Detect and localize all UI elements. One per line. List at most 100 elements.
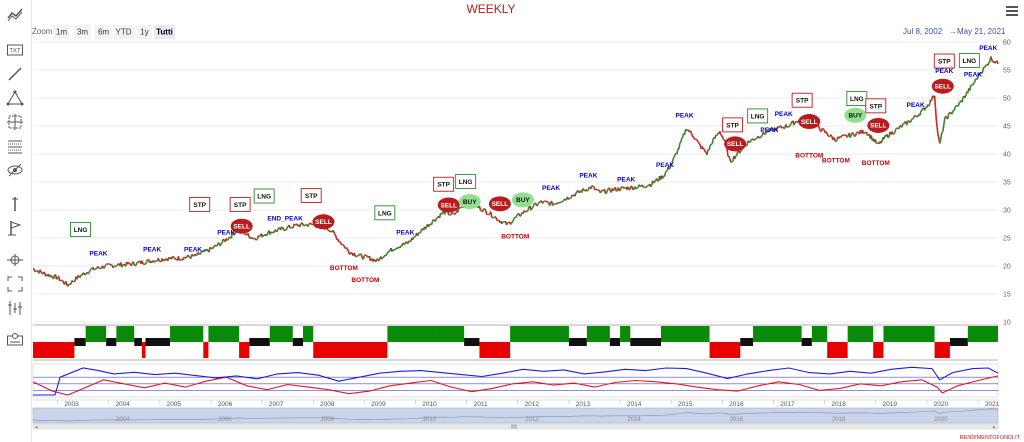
trend-bar-neutral [249,338,270,346]
price-segment [392,248,395,251]
signal-label: STP [437,182,450,189]
triangle-tool-icon[interactable] [5,88,25,108]
text-tool-icon[interactable]: TXT [5,40,25,60]
price-segment [964,94,967,99]
price-segment [854,132,858,137]
signal-label: STP [938,59,951,66]
trend-bar-neutral [801,338,812,346]
credit-label: RENDIMENTOFONDI.IT [960,435,1021,441]
price-segment [345,246,348,250]
signal-label: SELL [801,119,818,126]
price-segment [697,141,701,145]
signal-box-stp [791,92,813,108]
signal-box-stp [229,196,251,212]
price-segment [105,263,108,266]
price-segment [116,263,119,267]
price-segment [33,268,36,272]
scroll-left-arrow[interactable]: ◂ [35,425,38,431]
fullscreen-icon[interactable] [5,274,25,294]
x-tick-label: 2018 [831,401,846,408]
peak-label: PEAK [579,173,597,180]
price-segment [790,121,793,125]
x-tick-label: 2012 [525,401,540,408]
flag-icon[interactable] [5,218,25,238]
signal-sell-marker [230,218,253,234]
price-segment [948,112,951,115]
menu-icon[interactable] [5,4,25,24]
price-segment [347,250,350,254]
range-to[interactable]: May 21, 2021 [957,27,1006,36]
zoom-6m-button[interactable] [95,25,112,39]
price-segment [601,189,603,192]
price-segment [220,241,223,245]
navigator-window[interactable] [32,407,999,424]
signal-label: SELL [934,84,951,91]
price-segment [740,149,743,152]
price-segment [141,260,144,265]
trend-bar-neutral [740,338,754,346]
context-menu-icon[interactable] [1004,4,1020,18]
price-segment [299,223,302,228]
price-segment [950,112,954,115]
x-tick-label: 2004 [115,401,130,408]
price-segment [200,250,203,253]
price-segment [146,259,149,262]
line-tool-icon[interactable] [5,64,25,84]
range-arrow: → [949,27,957,36]
price-segment [754,137,757,141]
price-segment [753,138,756,141]
zoom-all-button[interactable] [154,25,175,39]
grid-tool-icon[interactable] [5,136,25,156]
zoom-1m-button[interactable] [53,25,70,39]
y-tick-label: 40 [1003,152,1011,159]
price-segment [943,117,946,126]
price-segment [939,132,943,140]
price-segment [491,216,494,219]
scrollbar-handle[interactable] [511,424,517,429]
price-segment [332,229,335,233]
zoom-1y-label: 1y [140,28,148,37]
x-tick-label: 2008 [320,401,335,408]
scroll-right-arrow[interactable]: ▸ [993,425,996,431]
zoom-1y-button[interactable] [137,25,152,39]
price-segment [133,264,136,267]
peak-label: PEAK [935,68,953,75]
signal-box-stp [722,117,744,133]
price-segment [414,235,417,238]
trend-bar-up [435,326,465,342]
price-segment [695,138,698,142]
peak-label: PEAK [675,113,693,120]
hide-icon[interactable] [5,160,25,180]
navigator[interactable]: 2003 2004 2005 2006 2007 2008 2009 2010 2011 2012… [32,399,1000,431]
crosshair-tool-icon[interactable] [5,112,25,132]
price-segment [283,229,286,232]
trend-bar-up [387,326,436,342]
price-segment [789,123,792,127]
price-segment [953,106,957,111]
price-segment [416,232,420,237]
vertical-line-icon[interactable] [5,194,25,214]
zoom-3m-button[interactable] [74,25,91,39]
price-segment [212,245,215,249]
price-segment [524,210,527,213]
indicators-icon[interactable] [5,298,25,318]
price-segment [378,257,381,262]
target-icon[interactable] [5,250,25,270]
signal-sell-marker [798,114,821,130]
price-segment [970,84,973,87]
navigator-tick-label: 2020 [934,417,948,423]
signal-label: STP [234,202,247,209]
bottom-label: BOTTOM [822,157,850,164]
keyboard-icon[interactable] [5,330,25,350]
price-segment [210,247,213,250]
zoom-ytd-button[interactable] [114,25,133,39]
range-from[interactable]: Jul 8, 2002 [903,27,943,36]
price-segment [912,117,915,120]
trend-panel [33,324,998,361]
price-segment [536,204,539,207]
y-tick-label: 10 [1003,320,1011,327]
peak-label: PEAK [760,127,778,134]
oscillator-blue-line [33,366,999,396]
price-segment [846,135,849,138]
signal-box-stp [433,176,455,192]
